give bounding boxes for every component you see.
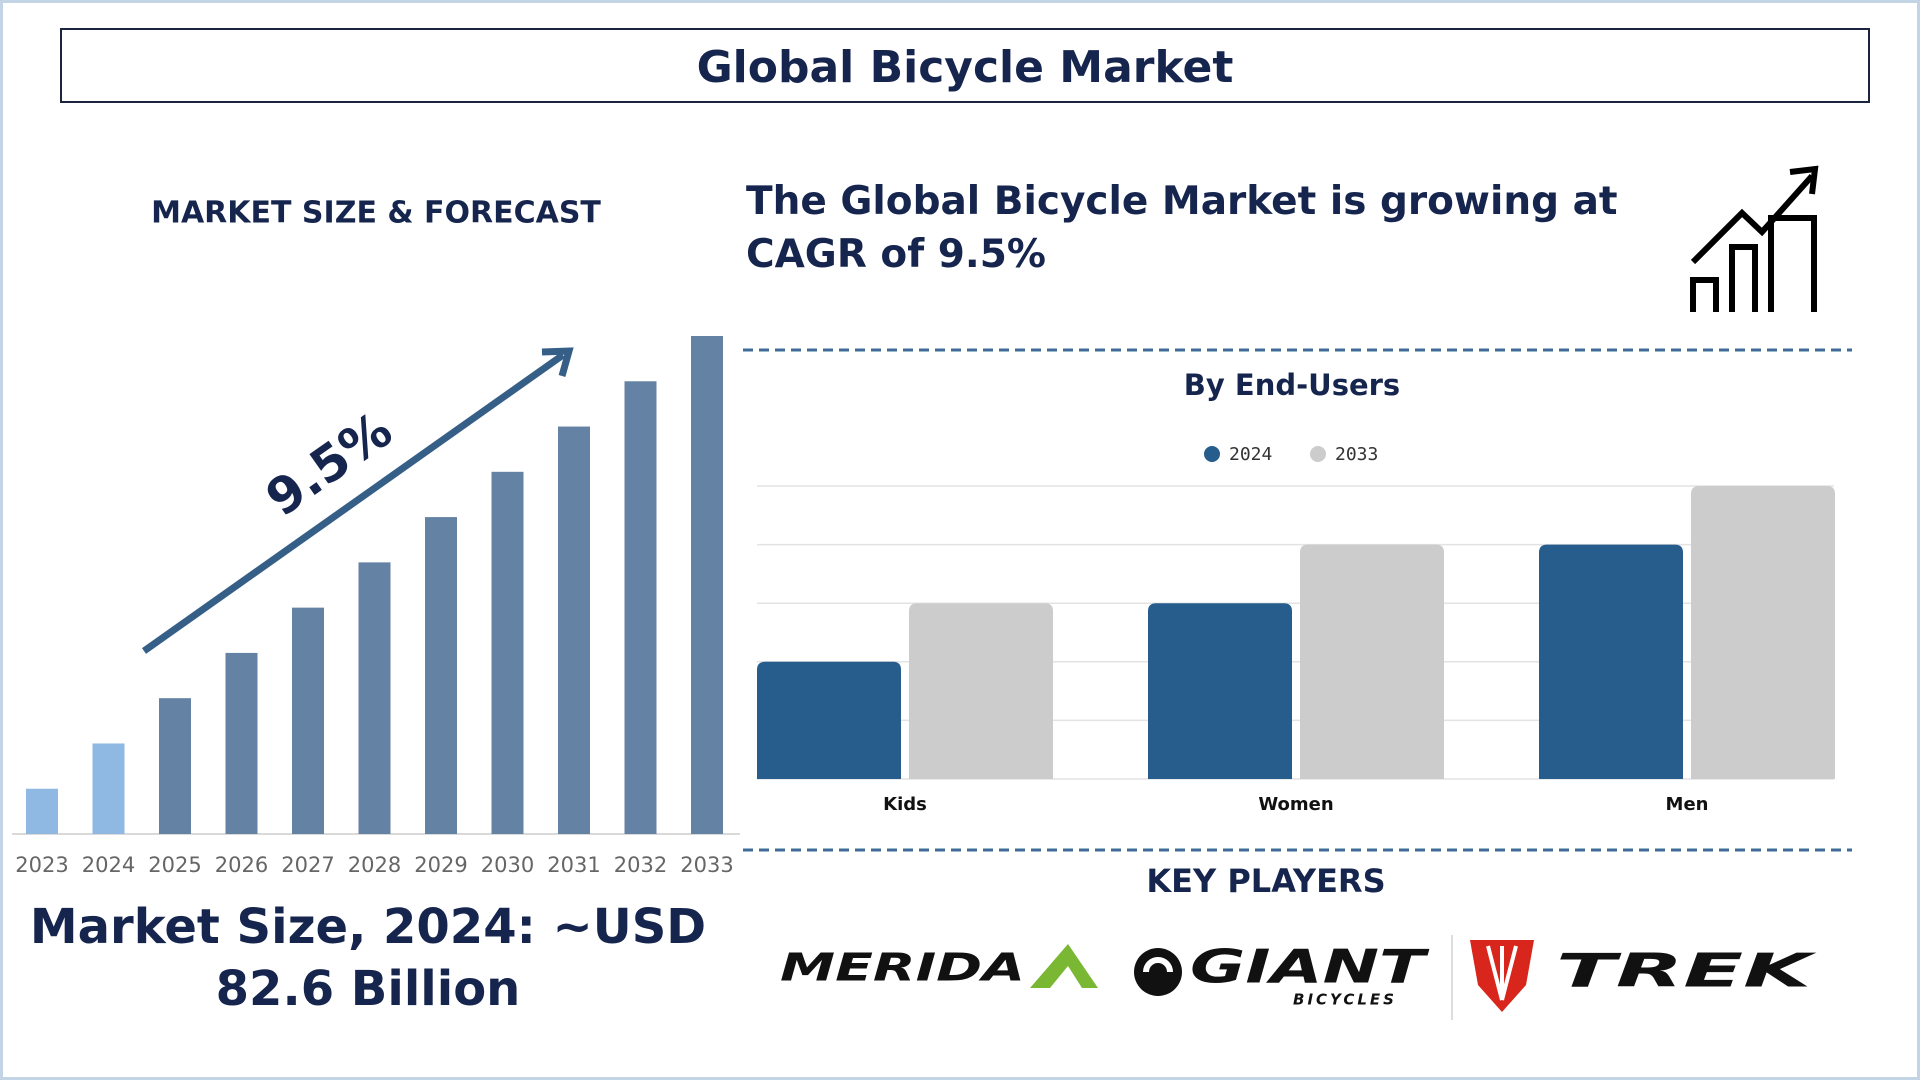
x-tick-label: 2031	[547, 853, 600, 877]
x-tick-label: 2028	[348, 853, 401, 877]
bar	[909, 603, 1053, 779]
bar	[624, 381, 657, 834]
logo-mark	[1486, 945, 1518, 1001]
bar	[491, 471, 524, 834]
x-tick-label: 2029	[414, 853, 467, 877]
logo-tagline: BICYCLES	[1293, 991, 1397, 1009]
trek-logo: TREK	[1470, 940, 1817, 1012]
bar	[92, 743, 125, 834]
bar	[159, 698, 191, 834]
infographic: Global Bicycle Market MARKET SIZE & FORE…	[12, 28, 1870, 1020]
logo-mark	[1050, 966, 1082, 988]
x-tick-label: 2025	[148, 853, 201, 877]
bar	[1300, 544, 1444, 779]
logo-text: MERIDA	[780, 946, 1025, 990]
x-tick-label: 2027	[281, 853, 334, 877]
bar	[691, 336, 723, 834]
logo-text: GIANT	[1190, 940, 1430, 994]
x-tick-label: 2033	[680, 853, 733, 877]
bar	[1148, 603, 1292, 779]
legend-marker	[1204, 446, 1220, 462]
giant-logo: GIANT BICYCLES	[1134, 940, 1430, 1009]
x-tick-label: 2024	[82, 853, 135, 877]
x-tick-label: 2030	[481, 853, 534, 877]
merida-logo: MERIDA	[780, 944, 1098, 990]
trend-arrowhead	[541, 347, 574, 377]
page-title: Global Bicycle Market	[697, 42, 1234, 93]
x-tick-label: 2032	[614, 853, 667, 877]
section-heading: MARKET SIZE & FORECAST	[151, 196, 601, 231]
x-tick-label: 2023	[15, 853, 68, 877]
logo-text: TREK	[1556, 944, 1817, 998]
bar	[225, 652, 258, 834]
logo-mark	[1030, 944, 1098, 988]
bar	[1691, 486, 1835, 779]
trend-arrow	[141, 352, 566, 654]
legend-label: 2024	[1229, 444, 1272, 465]
logo-mark	[1134, 948, 1182, 996]
legend-marker	[1310, 446, 1326, 462]
key-players-title: KEY PLAYERS	[1146, 862, 1385, 900]
bar	[292, 607, 324, 834]
bar	[558, 426, 590, 834]
logo-mark	[1143, 957, 1173, 973]
x-tick-label: Kids	[883, 794, 927, 815]
headline: The Global Bicycle Market is growing at …	[746, 179, 1618, 277]
bar	[757, 661, 901, 779]
market-size-note: Market Size, 2024: ~USD 82.6 Billion	[29, 899, 707, 1017]
bar	[1539, 544, 1683, 779]
title-box	[60, 28, 1870, 103]
x-tick-label: Men	[1666, 794, 1709, 815]
bar	[26, 788, 58, 834]
x-tick-label: 2026	[215, 853, 268, 877]
legend-label: 2033	[1335, 444, 1378, 465]
annotation: 9.5%	[256, 401, 403, 528]
bar	[358, 562, 391, 834]
chart-title: By End-Users	[1184, 368, 1400, 402]
growth-icon	[1690, 165, 1819, 312]
x-tick-label: Women	[1258, 794, 1333, 815]
bar	[425, 517, 457, 834]
